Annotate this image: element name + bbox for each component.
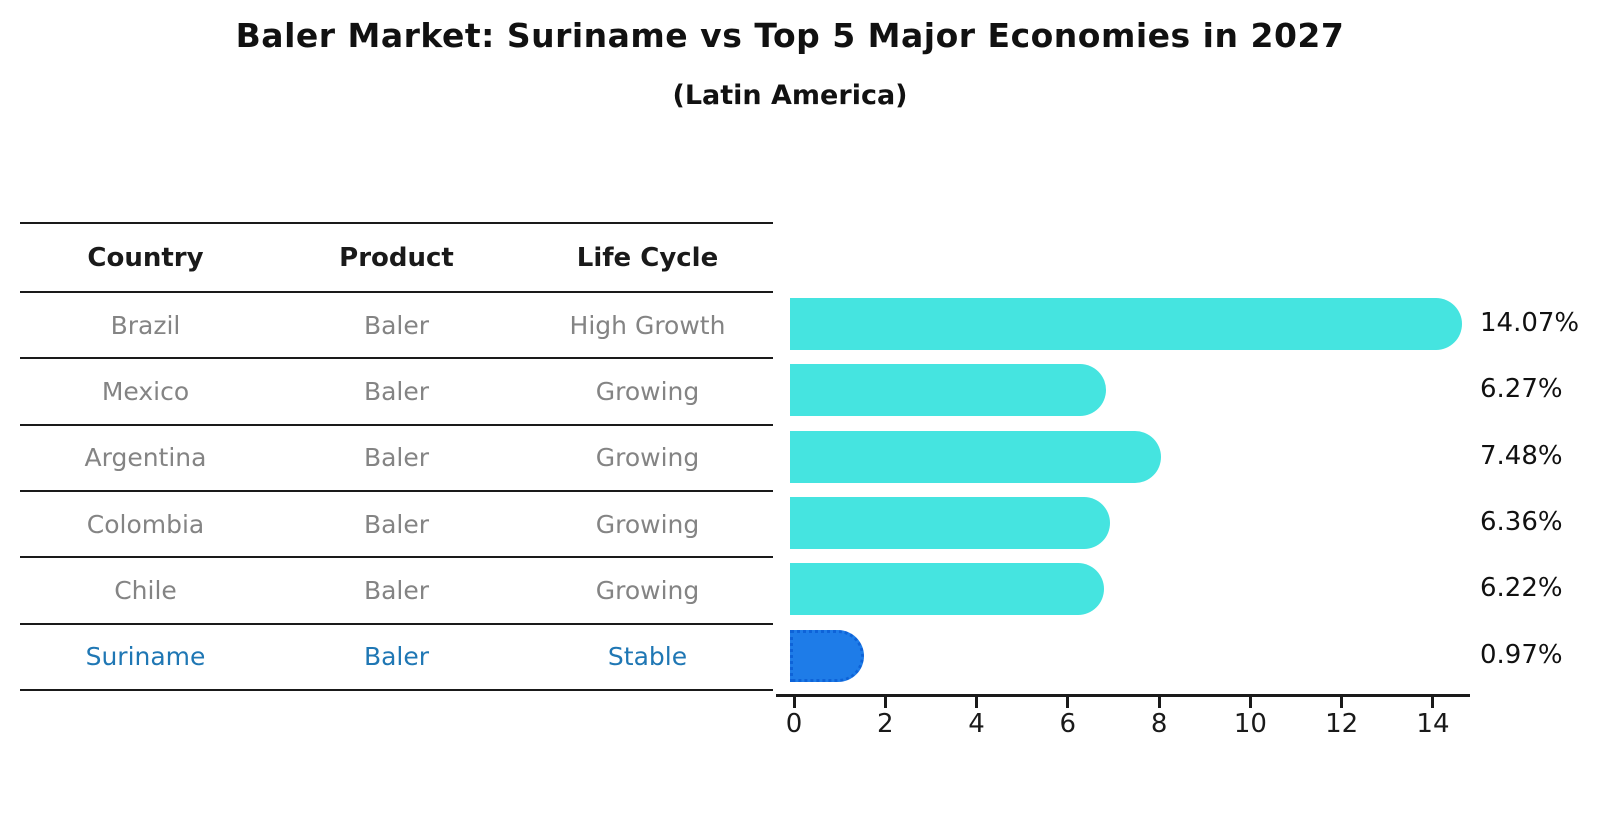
- cell-product: Baler: [363, 310, 430, 340]
- table-row: Chile Baler Growing: [20, 558, 773, 625]
- table-row: Suriname Baler Stable: [20, 625, 773, 691]
- cell-country: Suriname: [85, 642, 206, 672]
- page-subtitle: (Latin America): [672, 80, 908, 111]
- x-axis-tick: [883, 696, 887, 708]
- cell-product: Baler: [363, 575, 430, 605]
- cell-product: Baler: [363, 376, 430, 406]
- bar-chile: [790, 563, 1104, 616]
- cell-product: Baler: [363, 642, 430, 672]
- x-axis-tick-label: 14: [1416, 709, 1450, 739]
- table-row: Brazil Baler High Growth: [20, 293, 773, 360]
- x-axis-tick-label: 0: [785, 709, 803, 739]
- x-axis-tick: [1157, 696, 1161, 708]
- column-header-product: Product: [339, 242, 454, 273]
- cell-country: Brazil: [110, 310, 181, 340]
- bar-value-label: 6.36%: [1480, 507, 1563, 538]
- x-axis-tick-label: 4: [968, 709, 985, 739]
- x-axis-line: [776, 694, 1470, 697]
- x-axis-tick: [1248, 696, 1252, 708]
- bar-argentina: [790, 430, 1162, 483]
- cell-life-cycle: Growing: [595, 376, 700, 406]
- cell-country: Colombia: [86, 509, 205, 539]
- x-axis-tick-label: 6: [1059, 709, 1077, 739]
- bar-value-label: 0.97%: [1480, 639, 1563, 670]
- bar-value-label: 7.48%: [1480, 440, 1563, 471]
- table-row: Colombia Baler Growing: [20, 492, 773, 559]
- cell-life-cycle: High Growth: [569, 310, 726, 340]
- x-axis-tick-label: 2: [876, 709, 894, 739]
- cell-life-cycle: Growing: [595, 575, 700, 605]
- cell-country: Argentina: [84, 443, 207, 473]
- cell-product: Baler: [363, 443, 430, 473]
- cell-life-cycle: Growing: [595, 509, 700, 539]
- table-header-row: Country Product Life Cycle: [20, 224, 773, 293]
- x-axis-tick: [792, 696, 796, 708]
- cell-country: Chile: [114, 575, 177, 605]
- bar-value-label: 6.27%: [1480, 374, 1563, 405]
- bar-brazil: [790, 298, 1463, 351]
- x-axis-tick: [1431, 696, 1435, 708]
- x-axis-tick: [1066, 696, 1070, 708]
- page-title: Baler Market: Suriname vs Top 5 Major Ec…: [235, 16, 1345, 55]
- cell-life-cycle: Growing: [595, 443, 700, 473]
- bar-colombia: [790, 497, 1111, 550]
- column-header-life-cycle: Life Cycle: [576, 242, 719, 273]
- cell-life-cycle: Stable: [607, 642, 688, 672]
- bar-value-label: 14.07%: [1480, 308, 1580, 339]
- bar-suriname: [790, 629, 865, 682]
- table-row: Argentina Baler Growing: [20, 426, 773, 492]
- x-axis-tick: [1340, 696, 1344, 708]
- comparison-table: Country Product Life Cycle Brazil Baler High …: [20, 222, 773, 691]
- bar-value-label: 6.22%: [1480, 573, 1563, 604]
- cell-product: Baler: [363, 509, 430, 539]
- bar-mexico: [790, 364, 1107, 417]
- table-row: Mexico Baler Growing: [20, 359, 773, 426]
- x-axis-tick-label: 10: [1233, 709, 1267, 739]
- x-axis-tick-label: 8: [1150, 709, 1168, 739]
- cell-country: Mexico: [101, 376, 190, 406]
- column-header-country: Country: [87, 242, 204, 273]
- x-axis-tick: [975, 696, 979, 708]
- x-axis-tick-label: 12: [1325, 709, 1359, 739]
